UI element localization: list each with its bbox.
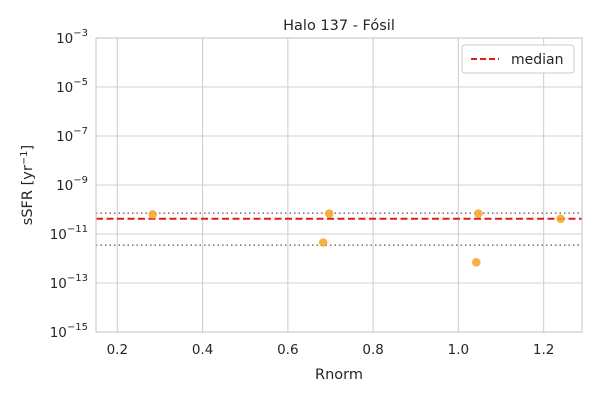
legend-median-label: median — [511, 52, 563, 68]
y-tick-label: 10−5 — [56, 77, 88, 96]
y-tick-labels: 10−15 10−13 10−11 10−9 10−7 10−5 10−3 — [50, 28, 88, 341]
x-tick-label: 0.6 — [277, 342, 298, 358]
data-point — [324, 209, 334, 218]
y-tick-label: 10−11 — [50, 224, 88, 243]
data-point — [556, 214, 565, 224]
y-tick-label: 10−9 — [56, 175, 88, 194]
x-tick-label: 1.0 — [448, 342, 469, 358]
chart-title: Halo 137 - Fósil — [283, 18, 395, 34]
legend: median — [461, 44, 575, 74]
x-tick-label: 1.2 — [533, 342, 554, 358]
y-axis-label-exponent: −1 — [19, 150, 30, 165]
x-tick-labels: 0.2 0.4 0.6 0.8 1.0 1.2 — [107, 342, 555, 358]
data-point — [148, 210, 157, 219]
data-point — [318, 238, 328, 247]
legend-box — [461, 44, 575, 74]
plot-area — [95, 37, 583, 333]
data-point — [471, 257, 481, 267]
y-tick-label: 10−13 — [50, 273, 88, 292]
x-axis-label: Rnorm — [315, 367, 363, 383]
x-tick-label: 0.8 — [362, 342, 383, 358]
reference-lines — [96, 212, 582, 246]
y-tick-label: 10−7 — [56, 126, 88, 145]
data-points — [148, 209, 565, 267]
y-tick-label: 10−15 — [50, 322, 88, 341]
y-axis-label: sSFR [yr−1] — [19, 145, 37, 225]
plot-frame — [95, 37, 583, 333]
x-tick-label: 0.2 — [107, 342, 128, 358]
x-tick-label: 0.4 — [192, 342, 213, 358]
y-tick-label: 10−3 — [56, 28, 88, 47]
data-point — [474, 209, 483, 218]
